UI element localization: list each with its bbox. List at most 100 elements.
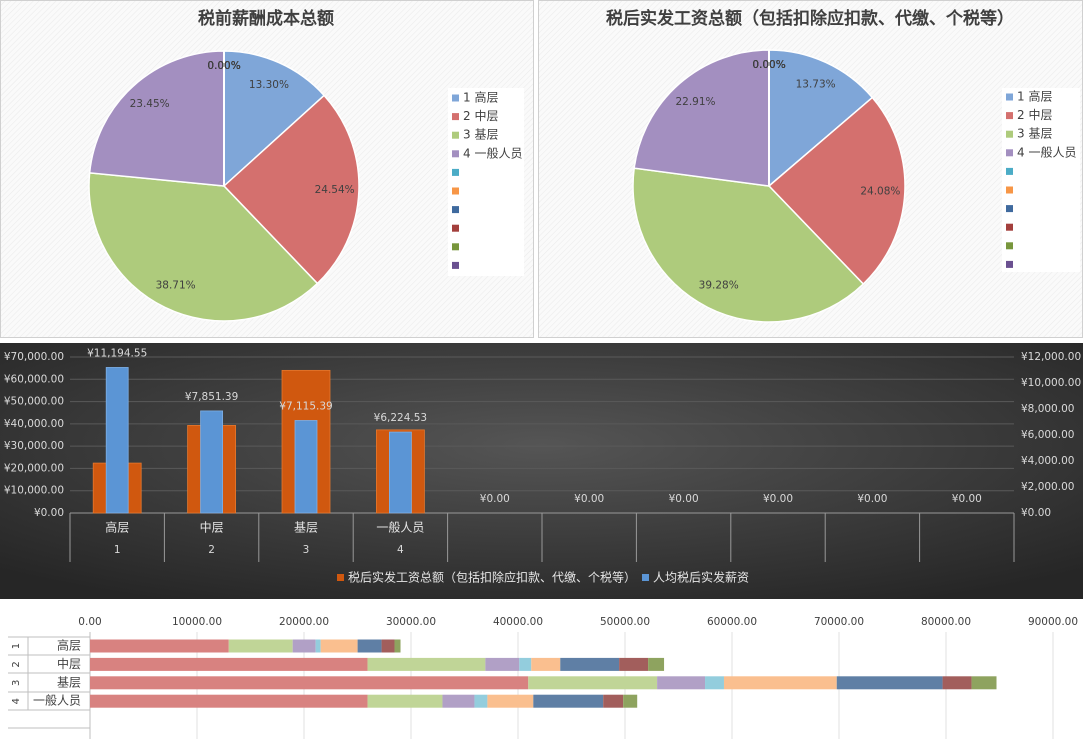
bar-segment (474, 694, 488, 708)
legend-label: 2 中层 (463, 108, 498, 123)
legend-marker (452, 168, 459, 176)
data-label: 13.30% (249, 79, 289, 91)
pie-slice (88, 172, 319, 322)
data-label: 24.54% (315, 184, 355, 196)
legend-label: 税后实发工资总额（包括扣除应扣款、代缴、个税等） (348, 570, 636, 585)
data-label: ¥7,851.39 (185, 391, 238, 403)
data-label: ¥0.00 (480, 493, 510, 505)
bar-segment (603, 694, 624, 708)
bar-segment (623, 694, 638, 708)
legend-box (1002, 88, 1080, 272)
x-tick-label: 80000.00 (921, 616, 971, 628)
bar-segment (367, 694, 443, 708)
legend-marker (452, 131, 459, 139)
bar-segment (90, 639, 229, 653)
legend-label: 2 中层 (1017, 107, 1052, 122)
data-label: ¥6,224.53 (374, 412, 427, 424)
legend-box (448, 88, 524, 276)
bar-segment (705, 676, 724, 690)
legend-marker (452, 113, 459, 121)
y-tick-label: ¥60,000.00 (4, 373, 64, 385)
legend-marker (1006, 93, 1013, 101)
legend-marker (337, 574, 344, 581)
data-label: ¥0.00 (857, 493, 887, 505)
legend-label: 3 基层 (463, 128, 498, 142)
y-tick-label: 中层 (57, 656, 81, 671)
data-label: ¥0.00 (669, 493, 699, 505)
bar-segment (90, 657, 368, 671)
legend-marker (1006, 186, 1013, 194)
bar (200, 410, 224, 514)
bar-segment (381, 639, 395, 653)
pie-slice (633, 49, 770, 187)
bar (294, 420, 318, 514)
legend-label: 4 一般人员 (1017, 144, 1076, 159)
data-label: 0.00% (207, 60, 240, 72)
data-label: 0.00% (207, 60, 240, 72)
bar-segment (228, 639, 293, 653)
pie-slice (88, 50, 225, 187)
bar-segment (723, 676, 837, 690)
bar-segment (528, 676, 658, 690)
y-tick-group-label: 1 (11, 643, 22, 649)
pie-slice (767, 96, 906, 286)
data-label: 0.00% (752, 59, 785, 71)
x-tick-label: 高层 (105, 520, 129, 535)
legend-marker (1006, 149, 1013, 157)
bar-segment (315, 639, 321, 653)
x-tick-label: 60000.00 (707, 616, 757, 628)
bar-segment (836, 676, 943, 690)
y-tick-group-label: 3 (11, 680, 22, 686)
bar-segment (560, 657, 620, 671)
bar (388, 431, 412, 514)
bar-segment (531, 657, 561, 671)
data-label: ¥11,194.55 (87, 347, 147, 359)
y2-tick-label: ¥10,000.00 (1021, 377, 1081, 389)
legend-marker (452, 206, 459, 214)
bar-segment (485, 657, 520, 671)
x-tick-label: 70000.00 (814, 616, 864, 628)
bar-segment (648, 657, 665, 671)
pie-slice (222, 94, 360, 285)
y2-tick-label: ¥12,000.00 (1021, 351, 1081, 363)
data-label: 0.00% (207, 60, 240, 72)
data-label: ¥0.00 (952, 493, 982, 505)
legend-marker (452, 261, 459, 269)
x-tick-label: 10000.00 (172, 616, 222, 628)
pie-slice (632, 167, 865, 323)
legend-label: 1 高层 (1017, 89, 1052, 104)
legend-label: 人均税后实发薪资 (653, 570, 749, 585)
data-label: 0.00% (207, 60, 240, 72)
bar-segment (292, 639, 316, 653)
y-tick-group-label: 2 (11, 661, 22, 667)
data-label: ¥7,115.39 (279, 400, 332, 412)
legend-marker (1006, 242, 1013, 250)
x-tick-group-label: 1 (114, 544, 121, 556)
bar-segment (394, 639, 401, 653)
x-tick-label: 0.00 (78, 616, 101, 628)
x-tick-group-label: 4 (397, 544, 404, 556)
legend-marker (452, 94, 459, 102)
x-tick-label: 基层 (294, 521, 318, 535)
y-tick-label: ¥40,000.00 (4, 418, 64, 430)
y2-tick-label: ¥0.00 (1021, 507, 1051, 519)
chart-title: 税后实发工资总额（包括扣除应扣款、代缴、个税等） (606, 8, 1014, 29)
legend-label: 4 一般人员 (463, 145, 522, 160)
y-tick-label: ¥0.00 (34, 507, 64, 519)
bar-segment (519, 657, 532, 671)
legend-marker (1006, 130, 1013, 138)
pie-slice (768, 49, 874, 188)
chart-title: 税前薪酬成本总额 (198, 8, 334, 29)
legend-marker (642, 574, 649, 581)
x-tick-label: 90000.00 (1028, 616, 1078, 628)
data-label: 0.00% (752, 59, 785, 71)
y-tick-label: ¥50,000.00 (4, 396, 64, 408)
legend-marker (452, 187, 459, 195)
y-tick-group-label: 4 (11, 698, 22, 704)
legend-marker (1006, 223, 1013, 231)
bar-segment (357, 639, 382, 653)
bar-segment (90, 676, 529, 690)
bar-segment (90, 694, 368, 708)
y2-tick-label: ¥6,000.00 (1021, 429, 1074, 441)
